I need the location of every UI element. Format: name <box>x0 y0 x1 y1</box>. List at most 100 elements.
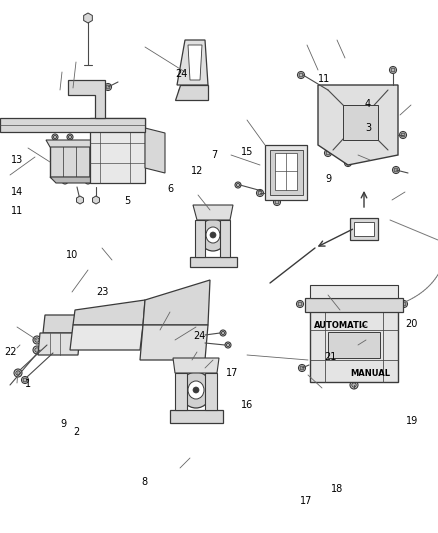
Text: 6: 6 <box>168 184 174 194</box>
Ellipse shape <box>206 227 220 243</box>
Text: 24: 24 <box>193 331 205 341</box>
Polygon shape <box>188 45 202 80</box>
Ellipse shape <box>389 90 396 96</box>
Polygon shape <box>92 196 99 204</box>
Ellipse shape <box>210 232 216 238</box>
Ellipse shape <box>326 151 330 155</box>
Polygon shape <box>305 298 403 312</box>
Text: AUTOMATIC: AUTOMATIC <box>314 321 369 329</box>
Ellipse shape <box>348 339 360 351</box>
Ellipse shape <box>350 381 358 389</box>
Ellipse shape <box>235 182 241 188</box>
Text: 4: 4 <box>365 99 371 109</box>
Ellipse shape <box>52 134 58 140</box>
Ellipse shape <box>362 227 366 231</box>
Ellipse shape <box>226 343 230 346</box>
Ellipse shape <box>325 149 332 157</box>
Ellipse shape <box>225 342 231 348</box>
Ellipse shape <box>64 179 67 183</box>
Ellipse shape <box>105 84 112 91</box>
Polygon shape <box>265 145 307 200</box>
Text: 11: 11 <box>318 74 330 84</box>
Text: 9: 9 <box>60 419 67 429</box>
Bar <box>350 218 378 240</box>
Text: MANUAL: MANUAL <box>350 369 390 377</box>
Ellipse shape <box>150 136 154 140</box>
Ellipse shape <box>67 134 73 140</box>
Polygon shape <box>68 80 105 118</box>
Ellipse shape <box>220 330 226 336</box>
Ellipse shape <box>86 179 90 183</box>
Ellipse shape <box>300 366 304 370</box>
Ellipse shape <box>161 331 169 339</box>
Ellipse shape <box>400 301 407 308</box>
Ellipse shape <box>14 369 22 377</box>
Polygon shape <box>177 40 208 85</box>
Ellipse shape <box>195 260 199 264</box>
Text: 2: 2 <box>74 427 80 437</box>
Bar <box>343 105 378 140</box>
Ellipse shape <box>85 178 91 184</box>
Polygon shape <box>175 85 208 100</box>
Ellipse shape <box>231 260 235 264</box>
Polygon shape <box>140 325 208 360</box>
Ellipse shape <box>321 91 325 95</box>
Ellipse shape <box>391 68 395 72</box>
Ellipse shape <box>16 371 20 375</box>
Ellipse shape <box>319 90 326 96</box>
Ellipse shape <box>85 15 91 20</box>
Text: 8: 8 <box>141 478 148 487</box>
Polygon shape <box>205 373 217 410</box>
Ellipse shape <box>215 414 219 418</box>
Text: 14: 14 <box>11 187 24 197</box>
Ellipse shape <box>35 348 39 352</box>
Text: 23: 23 <box>97 287 109 297</box>
Ellipse shape <box>199 219 227 251</box>
Ellipse shape <box>150 158 154 162</box>
Polygon shape <box>43 315 75 333</box>
Text: 21: 21 <box>325 352 337 362</box>
Ellipse shape <box>388 148 392 152</box>
Ellipse shape <box>386 147 393 154</box>
Text: 20: 20 <box>406 319 418 329</box>
Ellipse shape <box>53 135 57 139</box>
Text: 9: 9 <box>325 174 332 183</box>
Polygon shape <box>270 150 303 195</box>
Ellipse shape <box>399 132 406 139</box>
Ellipse shape <box>346 161 350 165</box>
Text: 16: 16 <box>241 400 254 410</box>
Bar <box>328 332 380 358</box>
Text: 11: 11 <box>11 206 24 215</box>
Ellipse shape <box>391 91 395 95</box>
Ellipse shape <box>194 259 200 265</box>
Polygon shape <box>143 280 210 325</box>
Polygon shape <box>175 373 187 410</box>
Polygon shape <box>190 257 237 267</box>
Polygon shape <box>84 13 92 23</box>
Ellipse shape <box>21 376 28 384</box>
Ellipse shape <box>257 190 264 197</box>
Polygon shape <box>310 285 398 298</box>
Text: 18: 18 <box>331 484 343 494</box>
Ellipse shape <box>175 414 179 418</box>
Ellipse shape <box>299 365 305 372</box>
Ellipse shape <box>148 134 156 142</box>
Ellipse shape <box>402 302 406 306</box>
Polygon shape <box>145 128 165 173</box>
Ellipse shape <box>275 200 279 204</box>
Ellipse shape <box>33 346 41 354</box>
Ellipse shape <box>179 88 186 95</box>
Polygon shape <box>38 333 80 355</box>
Text: 17: 17 <box>226 368 238 378</box>
Ellipse shape <box>340 332 368 358</box>
Polygon shape <box>77 196 84 204</box>
Ellipse shape <box>163 333 167 337</box>
Ellipse shape <box>180 372 212 408</box>
Ellipse shape <box>148 156 156 164</box>
Ellipse shape <box>389 67 396 74</box>
Ellipse shape <box>189 331 197 339</box>
Text: 17: 17 <box>300 496 313 506</box>
Ellipse shape <box>198 88 205 95</box>
Ellipse shape <box>297 71 304 78</box>
Ellipse shape <box>193 387 199 393</box>
